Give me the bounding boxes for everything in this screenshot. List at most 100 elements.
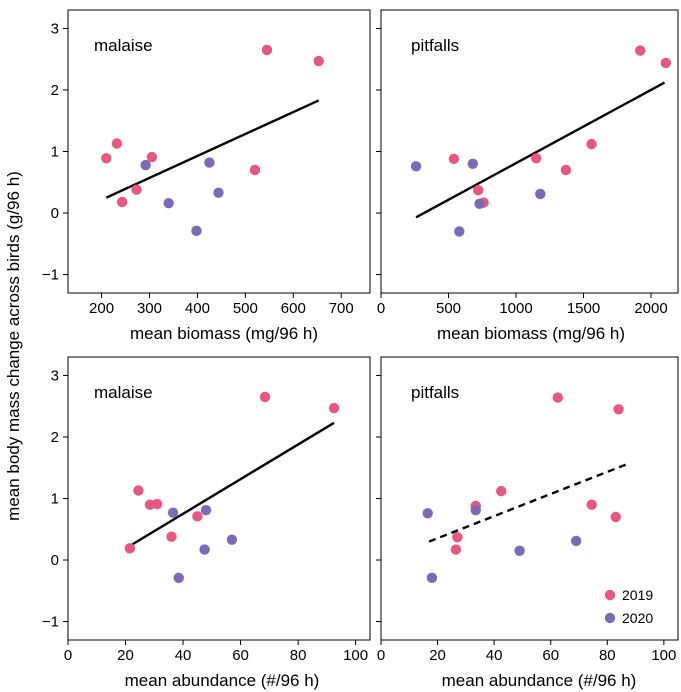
- data-point-2019: [660, 57, 672, 69]
- data-point-2019: [249, 164, 261, 176]
- panel-malaise-abundance: malaise mean abundance (#/96 h) 0 20 40 60 8…: [42, 356, 371, 690]
- data-point-2020: [470, 504, 481, 516]
- legend-label-2020: 2020: [622, 610, 653, 626]
- y-axis-label: mean body mass change across birds (g/96…: [4, 171, 23, 521]
- panel-title: malaise: [94, 36, 153, 55]
- x-axis-label: mean biomass (mg/96 h): [130, 324, 318, 343]
- data-point-2020: [200, 504, 212, 516]
- y-tick-label: −1: [42, 267, 59, 284]
- data-point-2019: [531, 153, 542, 164]
- legend-label-2019: 2019: [622, 587, 653, 603]
- data-point-2020: [140, 159, 151, 171]
- fit-line: [129, 421, 335, 547]
- x-tick-label: 500: [233, 300, 258, 317]
- panel-pitfalls-biomass: pitfalls mean biomass (mg/96 h) 0 500 1000…: [376, 9, 679, 343]
- data-point-2019: [552, 392, 563, 403]
- panel-pitfalls-abundance: pitfalls mean abundance (#/96 h) 0 20 40 60…: [376, 356, 679, 690]
- x-tick-label: 2000: [634, 300, 667, 317]
- x-axis-label: mean abundance (#/96 h): [125, 671, 320, 690]
- data-point-2019: [586, 499, 597, 510]
- data-point-2019: [586, 138, 597, 150]
- panel-title: pitfalls: [411, 36, 459, 55]
- data-point-2019: [328, 402, 340, 414]
- data-point-2020: [410, 161, 422, 172]
- x-tick-label: 0: [377, 300, 385, 317]
- panel-malaise-biomass: malaise mean biomass (mg/96 h) 200 300 400…: [42, 9, 371, 343]
- data-point-2020: [167, 507, 179, 518]
- data-point-2019: [192, 511, 203, 522]
- x-tick-label: 600: [281, 300, 306, 317]
- data-point-2019: [635, 45, 646, 56]
- data-point-2019: [452, 532, 463, 543]
- x-tick-label: 100: [343, 647, 368, 664]
- data-point-2019: [613, 404, 624, 415]
- x-tick-label: 20: [117, 647, 134, 664]
- legend-marker-2019: [604, 589, 616, 601]
- data-point-2020: [514, 545, 525, 556]
- data-point-2019: [166, 531, 177, 542]
- x-tick-label: 80: [599, 647, 616, 664]
- y-tick-label: 2: [51, 429, 59, 446]
- x-axis-label: mean abundance (#/96 h): [442, 671, 637, 690]
- data-point-2019: [111, 138, 123, 149]
- x-axis-label: mean biomass (mg/96 h): [437, 324, 625, 343]
- y-tick-label: 3: [51, 20, 59, 37]
- data-point-2019: [313, 55, 324, 67]
- legend-marker-2020: [604, 612, 616, 624]
- data-point-2019: [450, 544, 462, 555]
- data-point-2019: [448, 153, 460, 165]
- x-tick-label: 1500: [567, 300, 600, 317]
- data-point-2020: [173, 572, 184, 584]
- data-point-2019: [101, 153, 112, 164]
- data-point-2020: [426, 572, 438, 584]
- x-tick-label: 500: [436, 300, 461, 317]
- y-tick-label: 0: [51, 552, 59, 569]
- y-tick-label: −1: [42, 614, 59, 631]
- legend: 2019 2020: [604, 587, 653, 626]
- x-tick-label: 100: [651, 647, 676, 664]
- x-tick-label: 400: [185, 300, 210, 317]
- data-point-2019: [146, 151, 158, 163]
- x-tick-label: 20: [429, 647, 446, 664]
- data-point-2020: [226, 534, 238, 545]
- x-tick-label: 0: [377, 647, 385, 664]
- data-point-2019: [131, 184, 142, 195]
- panel-title: pitfalls: [411, 383, 459, 402]
- y-tick-label: 1: [51, 144, 59, 161]
- x-tick-label: 40: [175, 647, 192, 664]
- data-point-2019: [560, 164, 572, 176]
- data-point-2019: [151, 498, 163, 510]
- fit-line: [415, 81, 666, 219]
- x-tick-label: 300: [137, 300, 162, 317]
- x-tick-label: 1000: [499, 300, 532, 317]
- data-point-2019: [133, 485, 144, 496]
- data-point-2019: [610, 511, 621, 523]
- x-tick-label: 60: [542, 647, 559, 664]
- y-tick-label: 1: [51, 491, 59, 508]
- data-point-2020: [199, 544, 210, 555]
- data-point-2020: [422, 508, 433, 519]
- y-tick-label: 3: [51, 367, 59, 384]
- data-point-2020: [474, 198, 485, 209]
- data-point-2020: [535, 188, 546, 200]
- data-point-2019: [261, 44, 273, 56]
- x-tick-label: 60: [232, 647, 249, 664]
- data-point-2020: [454, 226, 465, 237]
- data-point-2019: [124, 543, 136, 554]
- x-tick-label: 200: [89, 300, 114, 317]
- data-point-2020: [570, 535, 582, 547]
- y-tick-label: 2: [51, 82, 59, 99]
- x-tick-label: 80: [290, 647, 307, 664]
- data-point-2019: [259, 391, 271, 403]
- data-point-2019: [473, 185, 484, 196]
- data-point-2019: [496, 485, 507, 497]
- x-tick-label: 0: [64, 647, 72, 664]
- data-point-2020: [213, 187, 224, 198]
- data-point-2020: [204, 157, 215, 168]
- x-tick-label: 40: [486, 647, 503, 664]
- panel-title: malaise: [94, 383, 153, 402]
- data-point-2020: [467, 158, 478, 170]
- data-point-2020: [163, 197, 174, 209]
- data-point-2020: [191, 225, 202, 237]
